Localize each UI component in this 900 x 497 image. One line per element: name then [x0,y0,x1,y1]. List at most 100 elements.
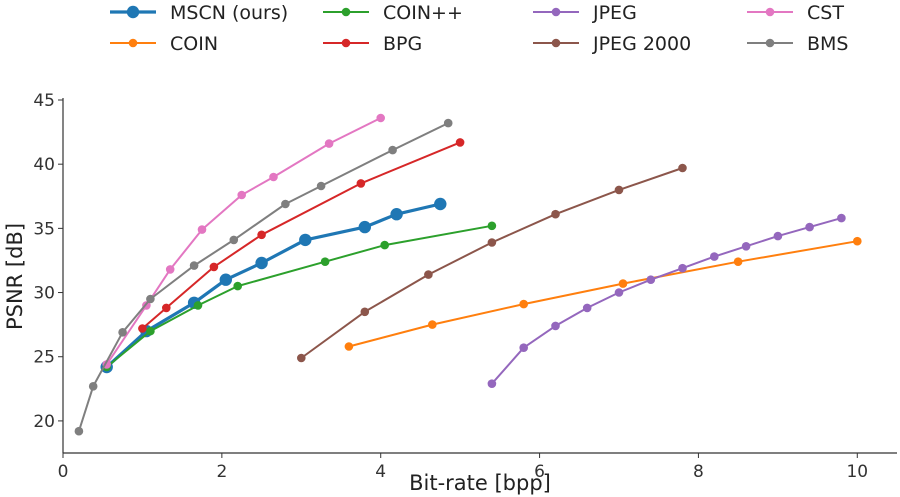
data-point-jpeg [487,379,497,389]
legend-swatch-marker [341,38,351,48]
data-point-bpg [209,262,219,272]
data-point-coin [380,240,390,250]
series-jpeg [487,213,846,389]
data-point-mscn-ours [390,208,403,221]
series-bms [74,118,453,436]
x-tick-label: 4 [375,462,386,482]
legend-entry-jpeg: JPEG [533,2,637,24]
data-point-coin [519,299,528,309]
data-point-jpeg [646,275,656,285]
data-point-coin [193,301,203,310]
data-point-mscn-ours [219,273,232,286]
x-tick-label: 0 [58,462,69,482]
legend-label: JPEG [592,2,637,24]
data-point-jpeg-2000 [551,209,560,219]
y-tick-label: 45 [33,91,55,111]
legend-entry-bms: BMS [747,33,849,55]
data-point-coin [428,320,437,329]
y-tick-label: 40 [33,155,55,175]
data-point-cst [324,139,334,148]
data-point-coin [344,342,354,351]
y-tick-label: 35 [33,219,55,239]
data-point-jpeg-2000 [297,353,306,363]
series-bpg [138,138,465,333]
legend-entry-coin: COIN [110,33,218,55]
series-line-bpg [141,141,461,330]
data-point-bms [443,118,453,128]
data-point-jpeg [805,222,814,232]
data-point-cst [197,225,207,234]
series-mscn-ours [100,197,447,374]
data-point-bms [74,426,84,436]
data-point-bms [118,328,127,337]
legend-label: BPG [383,33,422,55]
series-line-jpeg [491,217,842,385]
x-axis-label: Bit-rate [bpp] [409,471,551,495]
legend-swatch-marker [765,38,775,48]
data-point-coin [146,326,155,336]
data-point-mscn-ours [434,197,447,211]
data-point-jpeg [551,321,560,331]
legend-entry-jpeg-2000: JPEG 2000 [533,33,691,55]
data-point-jpeg [614,288,624,297]
x-tick-label: 10 [846,462,868,482]
data-point-coin [233,281,242,291]
x-tick-label: 6 [534,462,545,482]
legend-swatch-marker [551,38,561,48]
data-point-bpg [356,179,366,188]
data-point-jpeg-2000 [487,238,497,247]
legend-entry-cst: CST [747,2,844,24]
data-point-jpeg [678,263,687,273]
data-point-bpg [257,230,266,240]
data-point-jpeg [741,242,751,251]
x-tick-label: 8 [693,462,704,482]
data-point-bms [316,181,326,191]
y-tick-label: 20 [33,412,55,432]
legend-label: COIN [170,33,218,55]
data-point-cst [165,265,175,274]
series-line-coin [348,240,858,348]
data-point-jpeg-2000 [614,185,624,195]
legend-label: MSCN (ours) [170,2,288,24]
legend-swatch-marker [126,5,140,19]
y-axis-label: PSNR [dB] [3,223,27,330]
data-point-jpeg-2000 [424,270,433,279]
data-point-bms [388,145,397,155]
data-point-coin [618,279,628,288]
data-point-mscn-ours [358,220,371,234]
series-line-jpeg-2000 [300,167,683,359]
legend-swatch-marker [128,38,138,48]
legend-swatch-marker [341,7,351,17]
legend-label: CST [807,2,844,24]
data-point-coin [853,236,862,246]
legend-swatch-marker [551,7,561,17]
data-point-bpg [162,303,171,313]
series-line-coin [106,224,493,368]
y-tick-label: 30 [33,284,55,304]
legend-entry-bpg: BPG [323,33,422,55]
data-point-jpeg [837,213,846,223]
series-line-bms [77,122,449,432]
data-point-bpg [455,138,465,147]
axes: 0 2 4 6 8 10 20 25 30 35 40 45 Bit-rate [bpp] PSNR [d… [3,91,897,495]
data-point-coin [487,221,497,231]
legend-label: JPEG 2000 [592,33,691,55]
data-point-jpeg [773,231,783,241]
data-point-jpeg [710,252,719,261]
x-tick-label: 2 [216,462,227,482]
data-point-bms [229,235,239,245]
y-tick-label: 25 [33,348,55,368]
data-point-coin [320,257,330,267]
data-point-bpg [138,324,147,333]
legend: MSCN (ours) COIN COIN++ BPG JPEG JPEG 2000 CST… [110,2,849,55]
data-point-jpeg-2000 [678,163,687,173]
series-coin [344,236,862,351]
data-point-bms [88,382,98,391]
series-jpeg-2000 [297,163,687,363]
data-point-mscn-ours [255,256,268,270]
legend-label: BMS [807,33,849,55]
data-point-mscn-ours [299,233,312,247]
data-point-cst [269,172,278,182]
data-point-jpeg [519,343,528,353]
